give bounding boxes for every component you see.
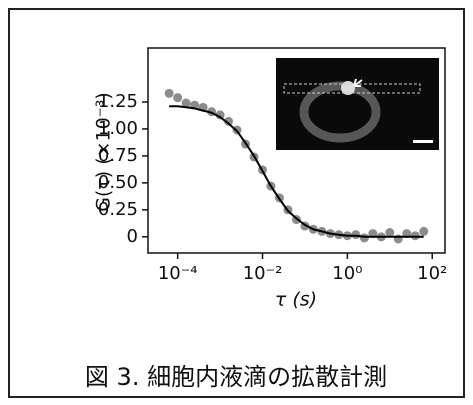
- figure: τ (s) G(τ) (×10⁻³) 図 3. 細胞内液滴の拡散計測 00.25…: [0, 0, 473, 405]
- y-tick-label: 1.25: [98, 91, 138, 112]
- x-tick-label: 10⁻⁴: [158, 263, 198, 284]
- x-tick-label: 10⁻²: [243, 263, 283, 284]
- y-tick-label: 0.50: [98, 172, 138, 193]
- y-tick-label: 0.25: [98, 199, 138, 220]
- x-axis-label: τ (s): [275, 289, 317, 311]
- page: τ (s) G(τ) (×10⁻³) 図 3. 細胞内液滴の拡散計測 00.25…: [0, 0, 473, 405]
- data-point: [173, 93, 182, 102]
- data-point: [411, 231, 420, 240]
- x-tick-label: 10⁰: [332, 263, 362, 284]
- scale-bar: [413, 140, 433, 143]
- data-point: [419, 227, 428, 236]
- y-tick-label: 1.00: [98, 118, 138, 139]
- data-point: [165, 89, 174, 98]
- data-point: [360, 233, 369, 242]
- data-point: [385, 228, 394, 237]
- data-point: [351, 230, 360, 239]
- y-tick-label: 0.75: [98, 145, 138, 166]
- x-tick-label: 10²: [417, 263, 447, 284]
- y-tick-label: 0: [127, 226, 138, 247]
- inset-image: [276, 58, 439, 150]
- caption: 図 3. 細胞内液滴の拡散計測: [85, 363, 387, 391]
